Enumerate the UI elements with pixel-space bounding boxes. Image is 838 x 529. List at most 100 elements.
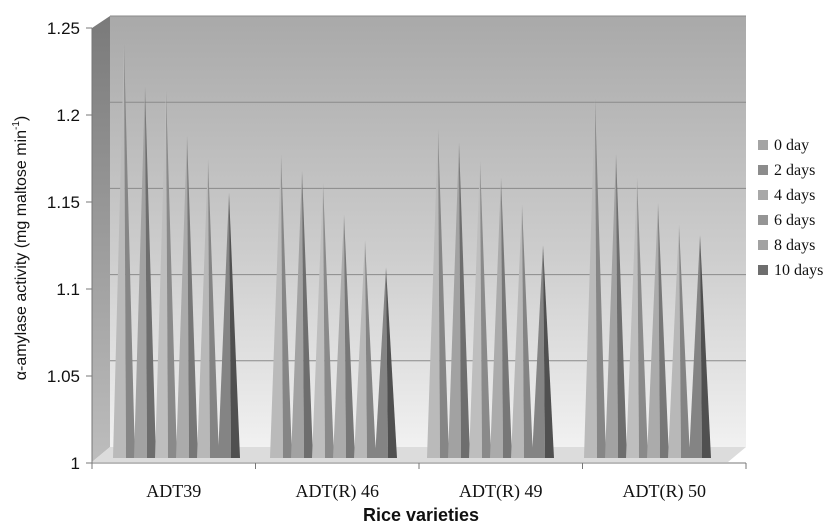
cone-2-1 <box>448 142 470 458</box>
cone-face-dark <box>543 245 554 458</box>
cone-face-dark <box>281 154 292 458</box>
cone-1-3 <box>333 214 355 458</box>
cone-face-light <box>375 267 388 458</box>
cone-face-light <box>626 177 639 459</box>
cone-face-light <box>113 44 126 458</box>
cone-face-dark <box>459 142 470 458</box>
category-label: ADT39 <box>146 481 201 501</box>
y-tick-labels: 1 1.05 1.1 1.15 1.2 1.25 <box>47 19 92 473</box>
y-tick-label: 1.15 <box>47 193 80 212</box>
cone-face-dark <box>637 177 648 459</box>
cone-face-dark <box>229 192 240 458</box>
cone-face-dark <box>302 171 313 459</box>
cone-1-0 <box>270 154 292 458</box>
cone-3-2 <box>626 177 648 459</box>
category-label: ADT(R) 49 <box>459 481 543 502</box>
cone-face-dark <box>595 98 606 459</box>
floor <box>92 447 746 462</box>
cone-face-light <box>490 177 503 459</box>
cone-face-dark <box>480 160 491 459</box>
y-axis-title: α-amylase activity (mg maltose min-1) <box>11 116 30 380</box>
category-labels: ADT39 ADT(R) 46 ADT(R) 49 ADT(R) 50 <box>146 481 706 502</box>
cone-3-4 <box>668 225 690 458</box>
cone-face-light <box>469 160 482 459</box>
cone-2-5 <box>532 245 554 458</box>
cone-face-light <box>134 86 147 458</box>
cone-marks <box>113 44 711 459</box>
cone-0-0 <box>113 44 135 458</box>
cone-0-1 <box>134 86 156 458</box>
cone-face-light <box>448 142 461 458</box>
cone-face-light <box>605 154 618 458</box>
y-tick-label: 1.05 <box>47 367 80 386</box>
category-label: ADT(R) 46 <box>296 481 380 502</box>
y-tick-label: 1.25 <box>47 19 80 38</box>
cone-face-dark <box>187 135 198 459</box>
legend-label: 6 days <box>774 212 815 229</box>
cone-face-dark <box>344 214 355 458</box>
cone-face-light <box>647 203 660 458</box>
cone-3-5 <box>689 235 711 458</box>
legend-label: 4 days <box>774 187 815 204</box>
legend-label: 10 days <box>774 262 823 279</box>
cone-face-light <box>584 98 597 459</box>
y-tick-label: 1.1 <box>56 280 80 299</box>
cone-1-5 <box>375 267 397 458</box>
cone-1-1 <box>291 171 313 459</box>
legend-label: 8 days <box>774 237 815 254</box>
cone-0-2 <box>155 90 177 459</box>
cone-3-1 <box>605 154 627 458</box>
cone-face-dark <box>208 159 219 458</box>
legend-label: 2 days <box>774 162 815 179</box>
cone-face-light <box>197 159 210 458</box>
cone-2-3 <box>490 177 512 459</box>
cone-face-light <box>333 214 346 458</box>
cone-face-light <box>291 171 304 459</box>
x-tick-marks <box>91 463 747 469</box>
cone-face-light <box>532 245 545 458</box>
cone-face-light <box>176 135 189 459</box>
cone-face-light <box>218 192 231 458</box>
y-tick-label: 1.2 <box>56 106 80 125</box>
cone-0-5 <box>218 192 240 458</box>
cone-0-4 <box>197 159 219 458</box>
cone-face-dark <box>145 86 156 458</box>
legend-swatch <box>758 190 768 200</box>
cone-face-dark <box>658 203 669 458</box>
cone-1-2 <box>312 182 334 458</box>
x-axis-title: Rice varieties <box>363 505 479 525</box>
y-tick-label: 1 <box>71 454 80 473</box>
cone-face-dark <box>616 154 627 458</box>
cone-face-dark <box>438 128 449 458</box>
legend-swatch <box>758 165 768 175</box>
cone-face-light <box>312 182 325 458</box>
cone-face-light <box>668 225 681 458</box>
side-wall <box>92 16 110 462</box>
cone-face-dark <box>166 90 177 459</box>
cone-face-light <box>511 204 524 458</box>
cone-face-light <box>427 128 440 458</box>
cone-3-3 <box>647 203 669 458</box>
cone-face-dark <box>386 267 397 458</box>
cone-face-dark <box>365 240 376 458</box>
cone-1-4 <box>354 240 376 458</box>
legend-label: 0 day <box>774 137 809 154</box>
cone-face-light <box>270 154 283 458</box>
cone-0-3 <box>176 135 198 459</box>
legend-swatch <box>758 140 768 150</box>
cone-face-dark <box>323 182 334 458</box>
cone-3-0 <box>584 98 606 459</box>
legend-swatch <box>758 215 768 225</box>
cone-face-dark <box>679 225 690 458</box>
cone-face-dark <box>700 235 711 458</box>
cone-face-dark <box>124 44 135 458</box>
cone-2-0 <box>427 128 449 458</box>
cone-face-light <box>689 235 702 458</box>
legend-swatch <box>758 240 768 250</box>
cone-face-light <box>354 240 367 458</box>
cone-face-light <box>155 90 168 459</box>
category-label: ADT(R) 50 <box>623 481 707 502</box>
cone-2-2 <box>469 160 491 459</box>
legend: 0 day 2 days 4 days 6 days 8 days 10 days <box>758 137 823 279</box>
